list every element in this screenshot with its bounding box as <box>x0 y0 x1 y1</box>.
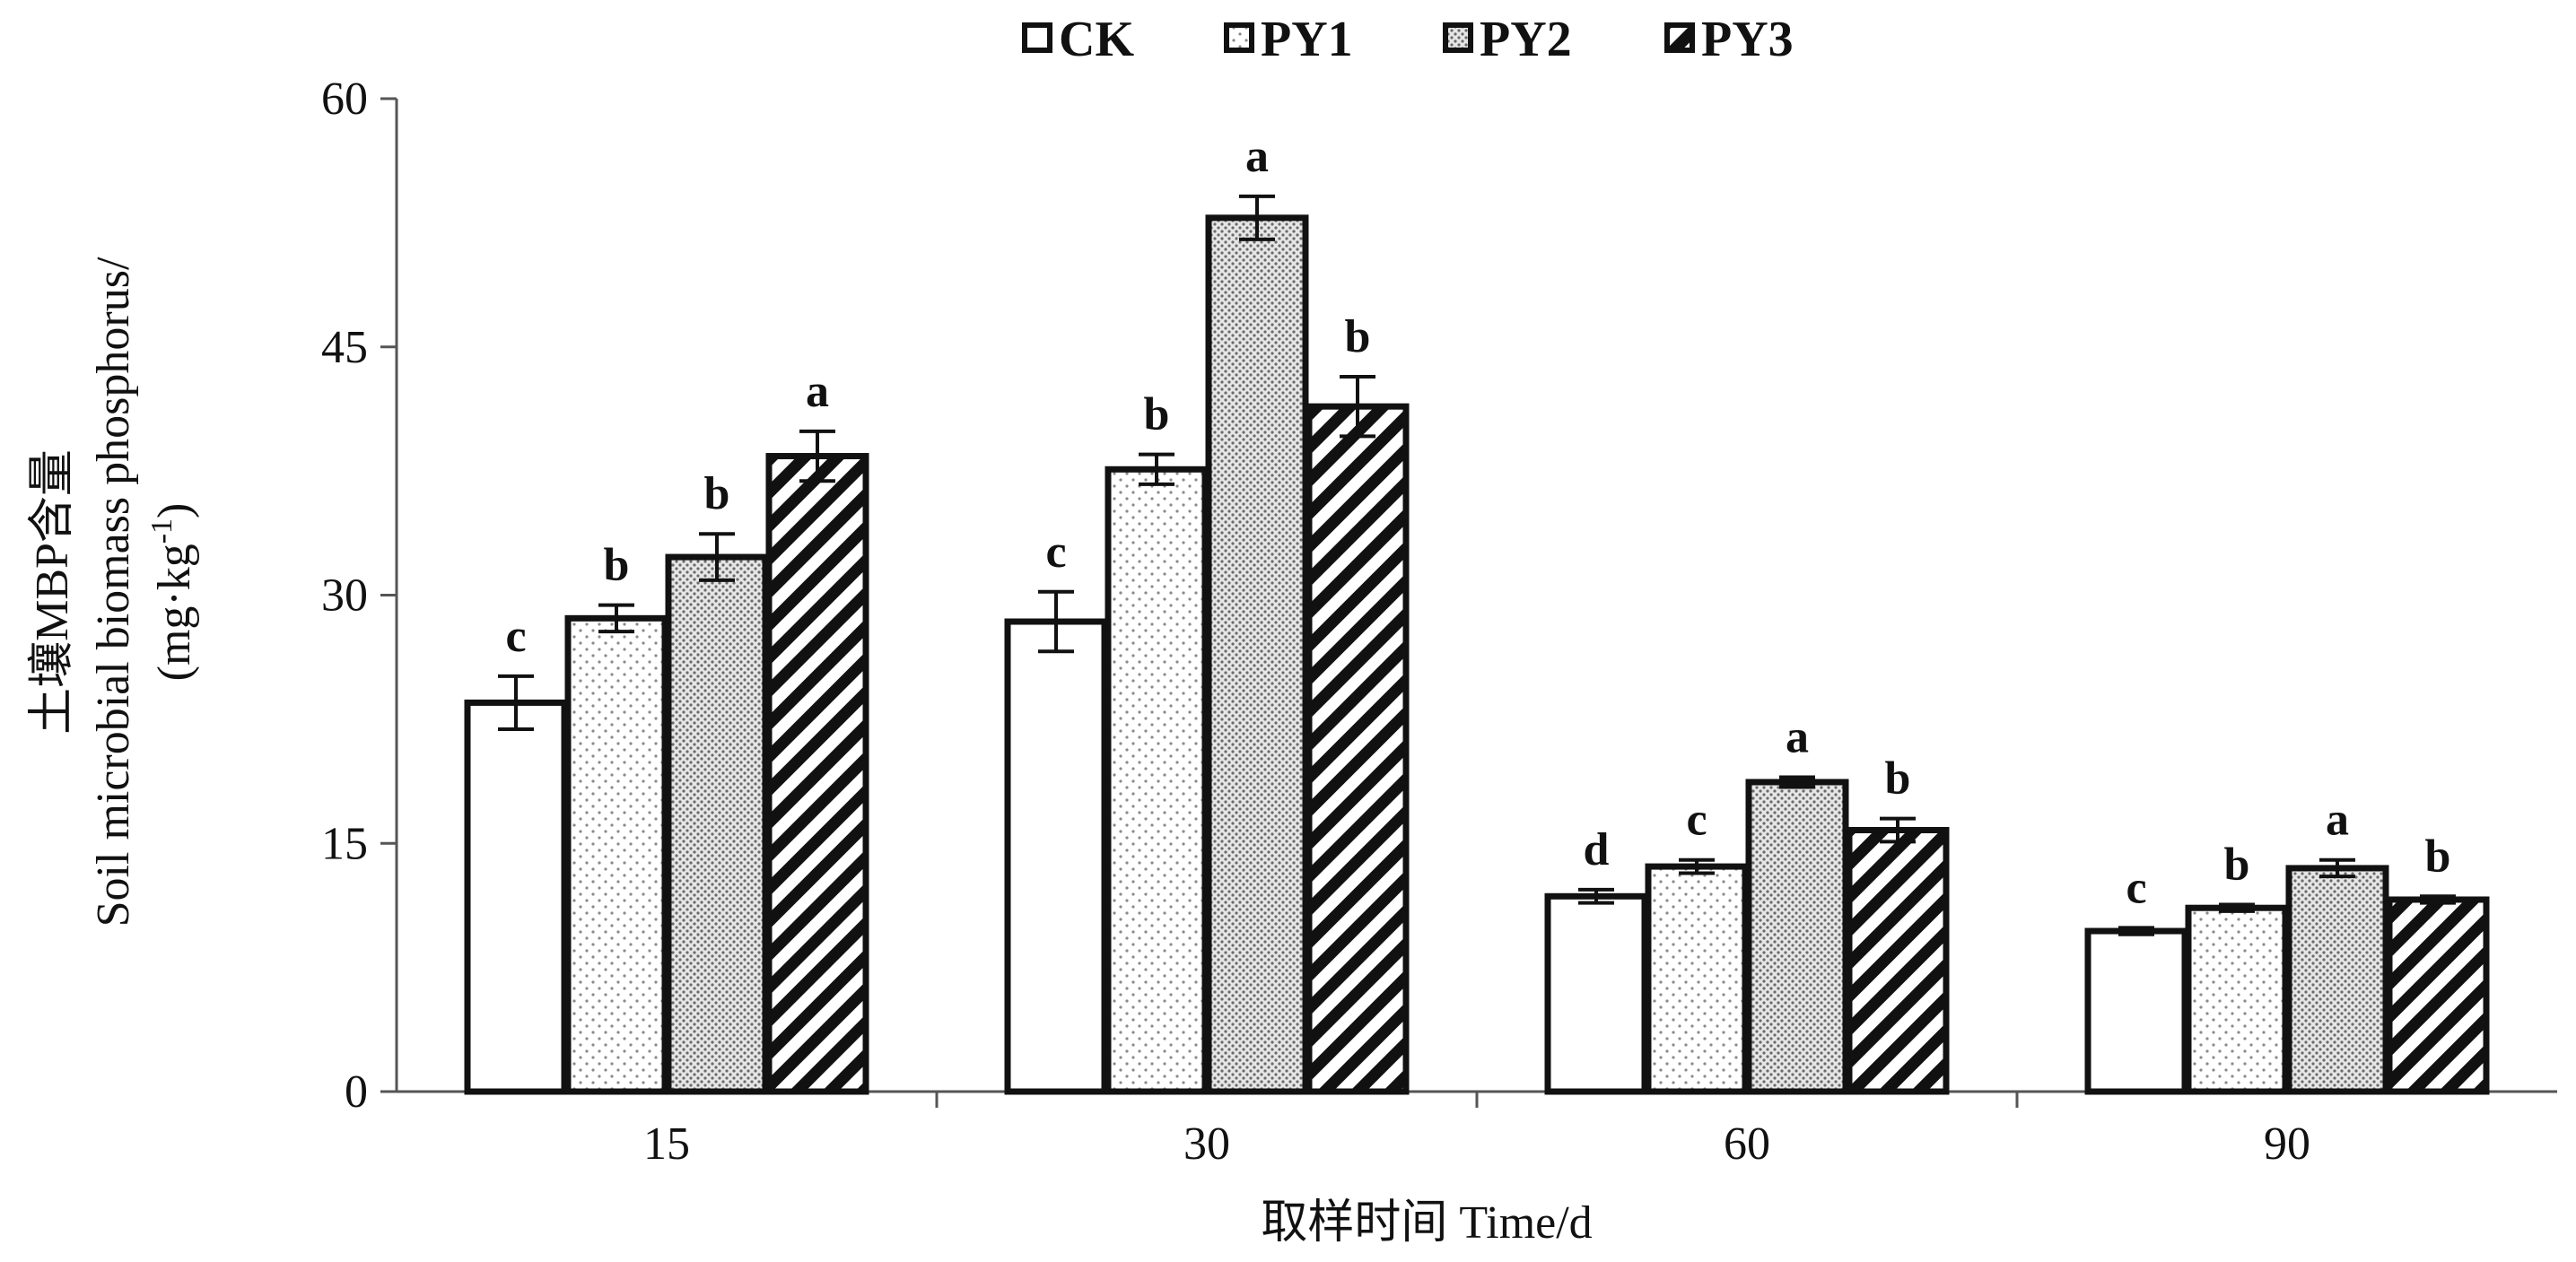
significance-label: b <box>2425 831 2451 882</box>
bar-py3 <box>765 453 869 1095</box>
bar-py2 <box>1205 214 1309 1095</box>
bars: c b b a c b a b d c a b c b a b <box>464 131 2490 1095</box>
significance-label: d <box>1584 824 1610 875</box>
y-tick-label: 45 <box>321 322 368 373</box>
significance-label: b <box>1885 753 1911 805</box>
bar-py2 <box>1745 779 1849 1095</box>
y-axis-title-line-3: (mg·kg-1) <box>145 503 200 682</box>
significance-label: a <box>2326 795 2349 846</box>
legend-swatch-py1 <box>1224 22 1254 53</box>
legend-label-py2: PY2 <box>1480 12 1572 67</box>
legend-swatch-py3 <box>1664 22 1695 53</box>
significance-label: c <box>1045 527 1066 578</box>
y-axis-title-line-2: Soil microbial biomass phosphorus/ <box>88 257 139 927</box>
legend-label-py1: PY1 <box>1261 12 1353 67</box>
significance-label: c <box>505 611 526 662</box>
legend: CK PY1 PY2 PY3 <box>1022 12 1794 67</box>
bar-py1 <box>564 614 668 1095</box>
bar-py3 <box>2386 896 2490 1095</box>
bar-py2 <box>665 553 769 1095</box>
significance-label: a <box>1786 711 1809 762</box>
bar-ck <box>2084 927 2188 1095</box>
significance-label: b <box>604 540 630 591</box>
x-ticks: 15 30 60 90 <box>643 1092 2310 1170</box>
y-axis-title: 土壤MBP含量 Soil microbial biomass phosphoru… <box>27 257 200 927</box>
significance-label: c <box>2126 862 2146 913</box>
legend-label-ck: CK <box>1059 12 1134 67</box>
significance-label: c <box>1686 795 1707 846</box>
bar-py3 <box>1305 403 1410 1095</box>
y-tick-label: 15 <box>321 818 368 869</box>
significance-label: b <box>1144 389 1170 440</box>
x-tick-label: 15 <box>643 1118 690 1170</box>
significance-label: a <box>806 366 829 417</box>
legend-label-py3: PY3 <box>1701 12 1794 67</box>
bar-py3 <box>1846 826 1950 1095</box>
x-axis-title: 取样时间 Time/d <box>1261 1197 1592 1249</box>
y-tick-label: 0 <box>345 1066 368 1118</box>
legend-swatch-ck <box>1022 22 1052 53</box>
bar-py1 <box>1645 863 1749 1095</box>
legend-swatch-py2 <box>1443 22 1473 53</box>
bar-py2 <box>2285 865 2389 1095</box>
significance-label: b <box>704 468 730 519</box>
y-axis-title-line-1: 土壤MBP含量 <box>27 449 78 735</box>
y-ticks: 0 15 30 45 60 <box>321 74 397 1118</box>
x-tick-label: 60 <box>1724 1118 1770 1170</box>
y-tick-label: 30 <box>321 570 368 622</box>
significance-label: b <box>1345 311 1371 362</box>
y-tick-label: 60 <box>321 74 368 125</box>
bar-py1 <box>1105 466 1209 1095</box>
bar-ck <box>1004 618 1108 1095</box>
significance-label: b <box>2224 840 2250 891</box>
bar-py1 <box>2185 904 2289 1095</box>
x-tick-label: 30 <box>1183 1118 1230 1170</box>
bar-ck <box>1544 892 1648 1095</box>
significance-label: a <box>1245 131 1269 182</box>
bar-ck <box>464 699 568 1095</box>
x-tick-label: 90 <box>2264 1118 2310 1170</box>
